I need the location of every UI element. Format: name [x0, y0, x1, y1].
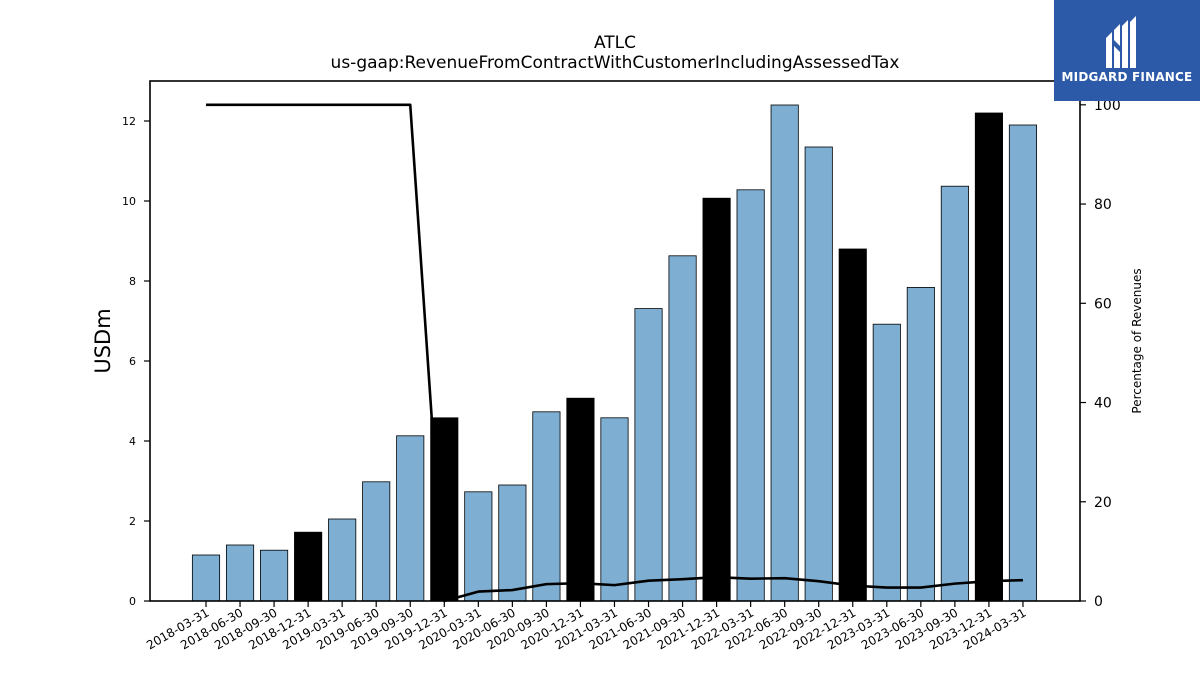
y2-tick-label: 0	[1094, 594, 1103, 610]
bar-2018-03-31	[191, 554, 221, 602]
y2-axis-label: Percentage of Revenues	[1130, 268, 1144, 413]
bar-2021-06-30	[634, 308, 663, 602]
bar-2023-09-30	[940, 185, 969, 602]
bar-2023-12-31	[974, 112, 1003, 602]
y2-tick-label: 100	[1094, 98, 1121, 114]
bar-2020-09-30	[532, 411, 561, 602]
bar-2019-03-31	[328, 518, 357, 602]
bar-2018-06-30	[225, 544, 255, 602]
bar-2021-12-31	[702, 197, 731, 602]
y-tick-label: 10	[122, 195, 136, 208]
chart-title: ATLC	[594, 33, 636, 53]
bar-2024-03-31	[1008, 124, 1038, 602]
brand-logo: MIDGARD FINANCE	[1054, 0, 1200, 101]
bar-2021-09-30	[668, 255, 697, 602]
bar-2019-06-30	[362, 481, 391, 602]
bar-2022-09-30	[804, 146, 833, 602]
bar-2023-03-31	[872, 323, 901, 602]
percentage-line	[206, 103, 1023, 603]
y-tick-label: 2	[129, 515, 136, 528]
bar-2018-12-31	[294, 531, 323, 602]
y-axis-label: USDm	[91, 308, 115, 373]
bar-2022-12-31	[838, 248, 867, 602]
bar-2019-12-31	[430, 417, 459, 602]
chart-subtitle: us-gaap:RevenueFromContractWithCustomerI…	[331, 53, 900, 73]
y-tick-label: 8	[129, 275, 136, 288]
bar-2021-03-31	[600, 417, 629, 602]
bar-2018-09-30	[260, 549, 289, 602]
bar-2023-06-30	[906, 286, 935, 602]
bar-2019-09-30	[396, 435, 425, 602]
bar-2022-03-31	[736, 189, 765, 602]
y2-tick-label: 80	[1094, 197, 1112, 213]
bar-2020-03-31	[464, 491, 493, 602]
y-tick-label: 12	[122, 115, 136, 128]
bar-2020-06-30	[498, 484, 527, 602]
bar-2022-06-30	[770, 104, 799, 602]
y2-tick-label: 60	[1094, 296, 1112, 312]
y-tick-label: 4	[129, 435, 136, 448]
y2-tick-label: 20	[1094, 495, 1112, 511]
bar-2020-12-31	[566, 397, 595, 602]
y-tick-label: 6	[129, 355, 136, 368]
logo-text: MIDGARD FINANCE	[1061, 70, 1193, 84]
y2-tick-label: 40	[1094, 396, 1112, 412]
y-tick-label: 0	[129, 595, 136, 608]
logo-mark-icon	[1106, 16, 1136, 68]
